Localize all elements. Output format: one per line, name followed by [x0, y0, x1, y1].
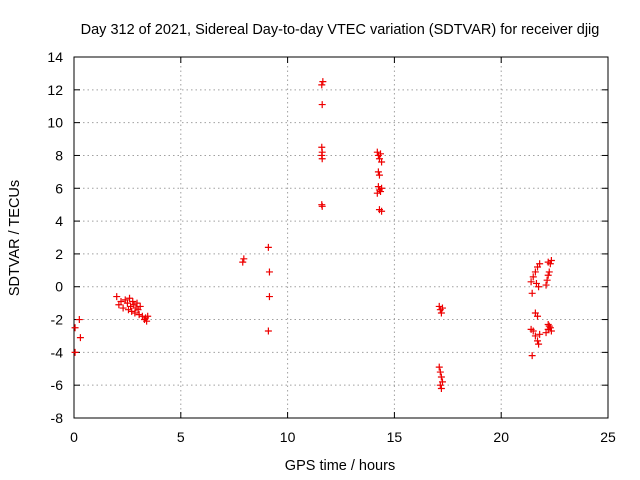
- data-point: [136, 302, 144, 310]
- data-point: [318, 202, 326, 210]
- data-point: [119, 304, 127, 312]
- x-tick-label: 25: [600, 429, 616, 445]
- y-tick-label: -6: [51, 377, 64, 393]
- data-point: [435, 363, 443, 371]
- y-tick-label: 12: [47, 82, 63, 98]
- data-point: [144, 312, 152, 320]
- data-point: [265, 293, 273, 301]
- data-point: [318, 155, 326, 163]
- y-axis-label: SDTVAR / TECUs: [7, 180, 23, 296]
- data-point: [543, 276, 551, 284]
- x-axis-label: GPS time / hours: [285, 458, 395, 474]
- data-point: [377, 188, 385, 196]
- data-point: [436, 381, 444, 389]
- data-points: [71, 78, 555, 392]
- y-tick-label: 2: [55, 246, 63, 262]
- data-point: [534, 337, 542, 345]
- data-point: [129, 297, 137, 305]
- y-tick-label: 10: [47, 115, 63, 131]
- grid-layer: [74, 57, 608, 418]
- data-point: [264, 327, 272, 335]
- y-tick-label: -4: [51, 344, 64, 360]
- data-point: [547, 256, 555, 264]
- data-point: [131, 309, 139, 317]
- data-point: [531, 332, 539, 340]
- data-point: [318, 101, 326, 109]
- data-point: [377, 150, 385, 158]
- data-point: [436, 368, 444, 376]
- data-point: [437, 384, 445, 392]
- data-point: [76, 334, 84, 342]
- x-tick-label: 0: [70, 429, 78, 445]
- data-point: [374, 183, 382, 191]
- y-tick-label: 14: [47, 49, 63, 65]
- data-point: [135, 311, 143, 319]
- data-point: [117, 297, 125, 305]
- data-point: [529, 273, 537, 281]
- data-point: [318, 81, 326, 89]
- data-point: [528, 352, 536, 360]
- data-point: [437, 373, 445, 381]
- data-point: [126, 294, 134, 302]
- data-point: [378, 184, 386, 192]
- data-point: [536, 260, 544, 268]
- data-point: [547, 327, 555, 335]
- data-point: [535, 283, 543, 291]
- chart-title: Day 312 of 2021, Sidereal Day-to-day VTE…: [81, 22, 600, 38]
- data-point: [319, 78, 327, 86]
- data-point: [378, 158, 386, 166]
- data-point: [544, 258, 552, 266]
- data-point: [264, 243, 272, 251]
- y-tick-label: -2: [51, 312, 64, 328]
- data-point: [378, 207, 386, 215]
- data-point: [373, 148, 381, 156]
- plot-border: [73, 56, 609, 419]
- axis-ticks: 0 5 10 15 20 25 -8 -6 -4 -2 0 2 4 6 8 10 12 14: [47, 49, 616, 445]
- data-point: [373, 189, 381, 197]
- data-point: [534, 312, 542, 320]
- y-tick-label: 4: [55, 213, 63, 229]
- data-point: [123, 299, 131, 307]
- data-point: [438, 304, 446, 312]
- data-point: [544, 325, 552, 333]
- data-point: [535, 340, 543, 348]
- data-point: [435, 302, 443, 310]
- data-point: [240, 255, 248, 263]
- data-point: [127, 302, 135, 310]
- data-point: [71, 348, 79, 356]
- data-point: [113, 293, 121, 301]
- y-tick-label: -8: [51, 410, 64, 426]
- data-point: [375, 171, 383, 179]
- x-tick-label: 5: [177, 429, 185, 445]
- data-point: [265, 268, 273, 276]
- x-tick-label: 10: [280, 429, 296, 445]
- data-point: [75, 316, 83, 324]
- data-point: [529, 327, 537, 335]
- plot-frame: [73, 56, 609, 419]
- x-tick-label: 15: [387, 429, 403, 445]
- y-tick-label: 6: [55, 180, 63, 196]
- data-point: [544, 271, 552, 279]
- data-point: [437, 309, 445, 317]
- data-point: [545, 322, 553, 330]
- data-point: [542, 281, 550, 289]
- data-point: [528, 289, 536, 297]
- data-point: [374, 168, 382, 176]
- data-point: [531, 268, 539, 276]
- data-point: [239, 258, 247, 266]
- data-point: [527, 278, 535, 286]
- data-point: [143, 317, 151, 325]
- x-tick-label: 20: [493, 429, 509, 445]
- y-tick-label: 0: [55, 279, 63, 295]
- data-point: [545, 268, 553, 276]
- data-point: [128, 307, 136, 315]
- y-tick-label: 8: [55, 147, 63, 163]
- data-point: [71, 324, 79, 332]
- data-point: [536, 330, 544, 338]
- data-point: [133, 299, 141, 307]
